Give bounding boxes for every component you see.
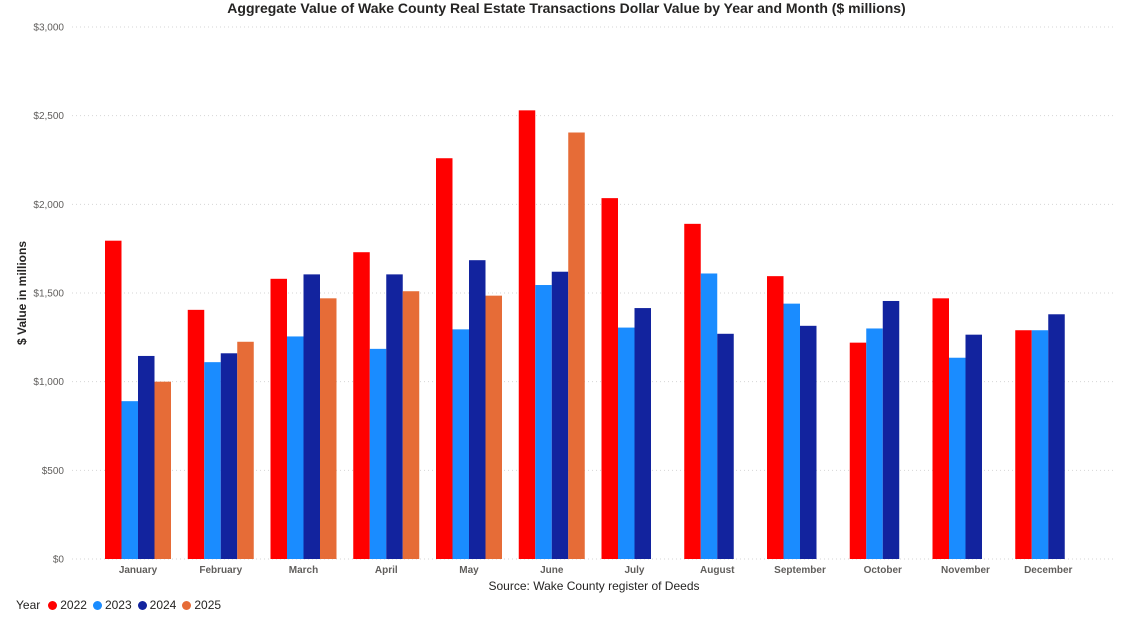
bar-2022-july[interactable] (601, 198, 619, 559)
bar-2023-february[interactable] (204, 362, 221, 559)
bar-2025-june[interactable] (568, 132, 585, 559)
y-axis-title: $ Value in millions (15, 240, 29, 346)
legend-label: 2022 (60, 598, 87, 612)
x-tick-label: January (119, 565, 158, 576)
legend-label: 2025 (194, 598, 222, 612)
bar-2024-july[interactable] (634, 308, 652, 559)
y-tick-label: $0 (53, 555, 65, 566)
bar-2022-november[interactable] (932, 298, 950, 559)
x-axis-ticks: January February March April May June July Augu… (119, 565, 1073, 576)
bar-2022-january[interactable] (105, 240, 122, 559)
x-tick-label: February (199, 565, 242, 576)
legend-marker-icon (92, 600, 102, 610)
bar-2023-may[interactable] (452, 329, 470, 559)
x-tick-label: August (700, 565, 735, 576)
x-axis-title: Source: Wake County register of Deeds (488, 579, 700, 593)
x-tick-label: April (375, 565, 398, 576)
bar-2024-november[interactable] (965, 334, 983, 559)
legend-item-2022[interactable]: 2022 (48, 598, 87, 612)
x-tick-label: March (289, 565, 318, 576)
bar-2025-january[interactable] (154, 381, 172, 559)
legend-label: 2024 (149, 598, 177, 612)
y-tick-label: $2,000 (33, 200, 64, 211)
bar-2025-february[interactable] (237, 341, 254, 559)
bar-2023-november[interactable] (949, 357, 966, 559)
legend-item-2024[interactable]: 2024 (137, 598, 177, 612)
bar-2023-march[interactable] (287, 336, 304, 559)
y-tick-label: $1,000 (33, 377, 64, 388)
legend[interactable]: Year 2022 2023 2024 2025 (16, 598, 227, 612)
bar-2024-march[interactable] (303, 274, 321, 559)
bar-2024-april[interactable] (386, 274, 403, 559)
bar-2025-may[interactable] (485, 295, 503, 559)
y-tick-label: $500 (42, 466, 65, 477)
legend-marker-icon (48, 600, 58, 610)
y-tick-label: $3,000 (33, 23, 64, 34)
bar-2024-january[interactable] (138, 355, 155, 559)
y-tick-label: $2,500 (33, 111, 64, 122)
chart-title: Aggregate Value of Wake County Real Esta… (227, 0, 906, 16)
legend-marker-icon (182, 600, 192, 610)
bar-2025-april[interactable] (402, 291, 420, 559)
bar-2024-june[interactable] (551, 271, 569, 559)
x-tick-label: November (941, 565, 990, 576)
x-tick-label: July (624, 565, 644, 576)
bar-2022-march[interactable] (270, 278, 288, 559)
bar-2022-may[interactable] (436, 158, 453, 560)
legend-item-2025[interactable]: 2025 (182, 598, 221, 612)
bar-2022-october[interactable] (849, 342, 867, 559)
bar-2022-february[interactable] (187, 309, 205, 559)
x-tick-label: September (774, 565, 826, 576)
bar-2024-december[interactable] (1048, 314, 1065, 559)
bar-2024-february[interactable] (220, 353, 238, 559)
y-axis-ticks: $0 $500 $1,000 $1,500 $2,000 $2,500 $3,000 (33, 23, 64, 566)
bar-2023-august[interactable] (700, 273, 718, 559)
bar-2022-december[interactable] (1015, 330, 1032, 559)
bar-2023-december[interactable] (1031, 330, 1049, 559)
bars (105, 110, 1065, 560)
bar-2022-september[interactable] (767, 276, 784, 559)
bar-2023-june[interactable] (535, 285, 552, 559)
legend-label: 2023 (104, 598, 132, 612)
y-tick-label: $1,500 (33, 289, 64, 300)
bar-2023-september[interactable] (783, 303, 801, 559)
legend-title: Year (16, 598, 41, 612)
x-tick-label: May (459, 565, 479, 576)
bar-2023-october[interactable] (866, 328, 883, 559)
bar-2023-april[interactable] (369, 348, 387, 559)
legend-item-2023[interactable]: 2023 (92, 598, 132, 612)
bar-2025-march[interactable] (320, 298, 337, 559)
bar-2024-august[interactable] (717, 333, 734, 559)
bar-2022-april[interactable] (353, 252, 370, 559)
x-tick-label: October (864, 565, 902, 576)
bar-2022-august[interactable] (684, 223, 701, 559)
bar-2024-september[interactable] (800, 325, 817, 559)
bar-2023-july[interactable] (618, 327, 635, 559)
x-tick-label: June (540, 565, 564, 576)
bar-2022-june[interactable] (518, 110, 536, 559)
bar-2024-october[interactable] (882, 300, 900, 559)
bar-2023-january[interactable] (121, 401, 139, 559)
bar-2024-may[interactable] (469, 260, 486, 559)
x-tick-label: December (1024, 565, 1072, 576)
legend-marker-icon (137, 600, 147, 610)
